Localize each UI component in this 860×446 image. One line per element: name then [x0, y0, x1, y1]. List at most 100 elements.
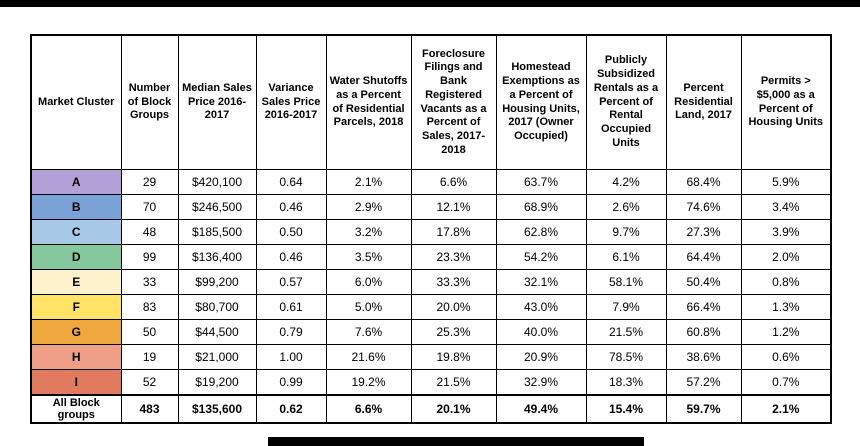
- cluster-label-I: I: [30, 369, 122, 396]
- data-cell: 50: [120, 319, 179, 345]
- data-cell: 17.8%: [410, 219, 497, 245]
- total-data-cell: 6.6%: [325, 394, 412, 424]
- data-cell: 64.4%: [665, 244, 742, 270]
- data-cell: 23.3%: [410, 244, 497, 270]
- data-cell: 66.4%: [665, 294, 742, 320]
- cluster-label-G: G: [30, 319, 122, 345]
- data-cell: 21.5%: [410, 369, 497, 396]
- cluster-label-C: C: [30, 219, 122, 245]
- column-header-7: Publicly Subsidized Rentals as a Percent…: [585, 34, 667, 170]
- data-cell: 3.2%: [325, 219, 412, 245]
- data-cell: 1.00: [255, 344, 327, 370]
- data-cell: 0.57: [255, 269, 327, 295]
- table-row-cluster-C: C 48 $185,500 0.50 3.2% 17.8% 62.8% 9.7% 27.3% 3.…: [30, 219, 832, 245]
- table-row-cluster-G: G 50 $44,500 0.79 7.6% 25.3% 40.0% 21.5% 60.8% 1.…: [30, 319, 832, 345]
- data-cell: 5.9%: [740, 169, 832, 195]
- data-cell: 12.1%: [410, 194, 497, 220]
- data-cell: 99: [120, 244, 179, 270]
- data-cell: 2.6%: [585, 194, 667, 220]
- table-row-cluster-F: F 83 $80,700 0.61 5.0% 20.0% 43.0% 7.9% 66.4% 1.3…: [30, 294, 832, 320]
- data-cell: 21.6%: [325, 344, 412, 370]
- data-cell: 6.6%: [410, 169, 497, 195]
- data-cell: 7.9%: [585, 294, 667, 320]
- data-cell: $99,200: [177, 269, 257, 295]
- table-row-cluster-A: A 29 $420,100 0.64 2.1% 6.6% 63.7% 4.2% 68.4% 5.9…: [30, 169, 832, 195]
- data-cell: 54.2%: [495, 244, 587, 270]
- total-data-cell: $135,600: [177, 394, 257, 424]
- market-cluster-table: Market Cluster Number of Block Groups Medi…: [30, 34, 832, 424]
- data-cell: 21.5%: [585, 319, 667, 345]
- data-cell: 7.6%: [325, 319, 412, 345]
- data-cell: 57.2%: [665, 369, 742, 396]
- data-cell: 3.9%: [740, 219, 832, 245]
- data-cell: 0.6%: [740, 344, 832, 370]
- table-header: Market Cluster Number of Block Groups Medi…: [30, 34, 832, 170]
- data-cell: $136,400: [177, 244, 257, 270]
- column-header-9: Permits > $5,000 as a Percent of Housing…: [740, 34, 832, 170]
- data-cell: 83: [120, 294, 179, 320]
- total-data-cell: 0.62: [255, 394, 327, 424]
- data-cell: 25.3%: [410, 319, 497, 345]
- data-cell: $19,200: [177, 369, 257, 396]
- data-cell: 68.4%: [665, 169, 742, 195]
- column-header-8: Percent Residential Land, 2017: [665, 34, 742, 170]
- cluster-label-D: D: [30, 244, 122, 270]
- column-header-4: Water Shutoffs as a Percent of Residenti…: [325, 34, 412, 170]
- data-cell: 0.50: [255, 219, 327, 245]
- data-cell: 78.5%: [585, 344, 667, 370]
- data-cell: 0.64: [255, 169, 327, 195]
- header-row: Market Cluster Number of Block Groups Medi…: [30, 34, 832, 170]
- data-cell: 2.0%: [740, 244, 832, 270]
- data-cell: 38.6%: [665, 344, 742, 370]
- data-cell: 2.1%: [325, 169, 412, 195]
- data-cell: 20.0%: [410, 294, 497, 320]
- data-cell: 40.0%: [495, 319, 587, 345]
- data-cell: 18.3%: [585, 369, 667, 396]
- data-cell: 9.7%: [585, 219, 667, 245]
- data-cell: 48: [120, 219, 179, 245]
- data-cell: 33: [120, 269, 179, 295]
- data-cell: 5.0%: [325, 294, 412, 320]
- bottom-black-bar: [268, 437, 644, 446]
- cluster-label-F: F: [30, 294, 122, 320]
- table-row-cluster-H: H 19 $21,000 1.00 21.6% 19.8% 20.9% 78.5% 38.6% 0…: [30, 344, 832, 370]
- data-cell: 62.8%: [495, 219, 587, 245]
- column-header-3: Variance Sales Price 2016-2017: [255, 34, 327, 170]
- data-cell: 3.4%: [740, 194, 832, 220]
- table-body: A 29 $420,100 0.64 2.1% 6.6% 63.7% 4.2% 68.4% 5.9…: [30, 169, 832, 424]
- data-cell: $21,000: [177, 344, 257, 370]
- cluster-label-E: E: [30, 269, 122, 295]
- data-cell: $44,500: [177, 319, 257, 345]
- column-header-0: Market Cluster: [30, 34, 122, 170]
- column-header-5: Foreclosure Filings and Bank Registered …: [410, 34, 497, 170]
- data-cell: 0.79: [255, 319, 327, 345]
- data-cell: 0.46: [255, 194, 327, 220]
- table-row-cluster-E: E 33 $99,200 0.57 6.0% 33.3% 32.1% 58.1% 50.4% 0.…: [30, 269, 832, 295]
- column-header-1: Number of Block Groups: [120, 34, 179, 170]
- data-cell: 19.8%: [410, 344, 497, 370]
- data-cell: 68.9%: [495, 194, 587, 220]
- data-cell: $246,500: [177, 194, 257, 220]
- total-data-cell: 20.1%: [410, 394, 497, 424]
- data-cell: 3.5%: [325, 244, 412, 270]
- data-cell: 60.8%: [665, 319, 742, 345]
- data-cell: 74.6%: [665, 194, 742, 220]
- data-cell: 0.61: [255, 294, 327, 320]
- data-cell: 2.9%: [325, 194, 412, 220]
- data-cell: 29: [120, 169, 179, 195]
- data-cell: 0.7%: [740, 369, 832, 396]
- table-row-total: All Block groups 483 $135,600 0.62 6.6% 20.1%…: [30, 394, 832, 424]
- data-cell: 6.0%: [325, 269, 412, 295]
- data-cell: 63.7%: [495, 169, 587, 195]
- data-cell: 50.4%: [665, 269, 742, 295]
- data-cell: 1.2%: [740, 319, 832, 345]
- data-cell: 52: [120, 369, 179, 396]
- data-cell: 1.3%: [740, 294, 832, 320]
- data-cell: 58.1%: [585, 269, 667, 295]
- cluster-label-H: H: [30, 344, 122, 370]
- data-cell: 6.1%: [585, 244, 667, 270]
- data-cell: $80,700: [177, 294, 257, 320]
- data-cell: 20.9%: [495, 344, 587, 370]
- total-data-cell: 483: [120, 394, 179, 424]
